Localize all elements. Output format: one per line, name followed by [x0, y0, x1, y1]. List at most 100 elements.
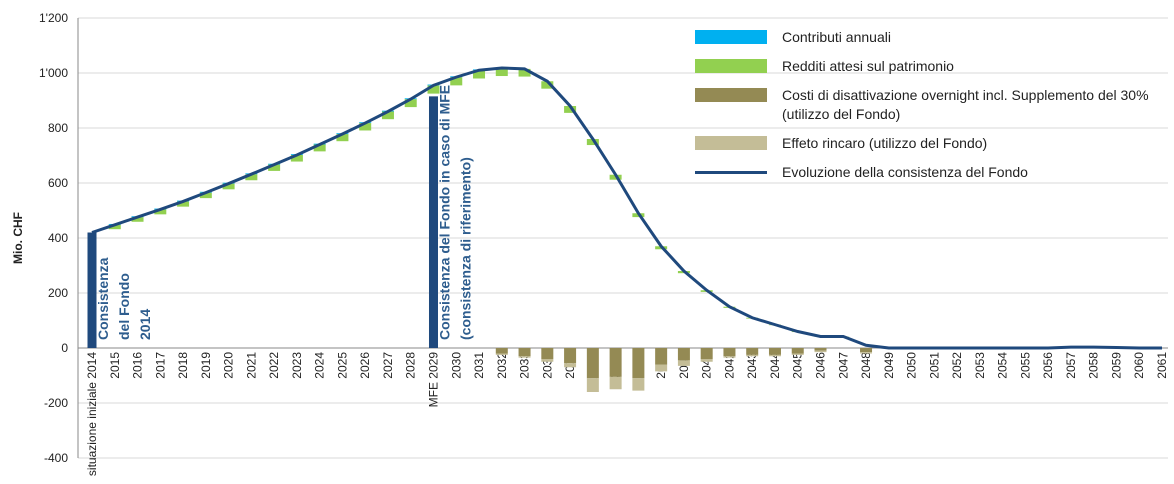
x-tick-label: 2021 [244, 352, 258, 379]
inflation-bar [518, 356, 531, 358]
annotation: del Fondo [116, 273, 132, 340]
legend-swatch [695, 30, 767, 44]
income-bar [154, 209, 167, 215]
cost-bar [791, 348, 804, 354]
x-tick-label: 2028 [404, 352, 418, 379]
income-bar [199, 192, 212, 199]
inflation-bar [860, 352, 873, 354]
x-tick-label: 2055 [1018, 352, 1032, 379]
x-tick-label: 2032 [495, 352, 509, 379]
cost-bar [518, 348, 531, 357]
x-tick-label: 2048 [859, 352, 873, 379]
y-tick-label: -200 [44, 396, 68, 410]
x-tick-label: 2057 [1064, 352, 1078, 379]
income-bar [586, 139, 599, 146]
inflation-bar [814, 350, 827, 353]
cost-bar [814, 348, 827, 351]
legend-item: Redditi attesi sul patrimonio [695, 57, 1165, 76]
x-tick-label: 2051 [927, 352, 941, 379]
x-tick-label: 2043 [745, 352, 759, 379]
x-tick-label: 2027 [381, 352, 395, 379]
inflation-bar [768, 354, 781, 357]
inflation-bar [700, 359, 713, 362]
x-tick-label: 2023 [290, 352, 304, 379]
x-tick-label: 2022 [267, 352, 281, 379]
inflation-bar [723, 356, 736, 358]
income-bar [108, 224, 121, 230]
annotation: Consistenza del Fondo in caso di MFE [436, 85, 452, 340]
x-tick-label: 2061 [1155, 352, 1169, 379]
fund-bar [428, 96, 438, 348]
y-tick-label: 1'000 [39, 66, 68, 80]
y-axis-label: Mio. CHF [11, 212, 25, 264]
inflation-bar [541, 359, 554, 362]
income-bar [290, 154, 303, 162]
income-bar [541, 81, 554, 89]
income-bar [404, 99, 417, 108]
x-tick-label: 2058 [1087, 352, 1101, 379]
income-bar [131, 217, 144, 222]
income-bar [381, 111, 394, 120]
legend-item: Evoluzione della consistenza del Fondo [695, 163, 1165, 182]
cost-bar [609, 348, 622, 377]
cost-bar [541, 348, 554, 359]
income-bar [359, 123, 372, 131]
x-tick-label: 2046 [814, 352, 828, 379]
x-tick-label: 2059 [1109, 352, 1123, 379]
cost-bar [723, 348, 736, 357]
income-bar [450, 77, 463, 86]
x-tick-label: 2015 [108, 352, 122, 379]
x-tick-label: 2044 [768, 352, 782, 379]
x-tick-label: 2060 [1132, 352, 1146, 379]
x-tick-label: 2017 [153, 352, 167, 379]
cost-bar [655, 348, 668, 365]
income-bar [427, 85, 440, 94]
legend-swatch [695, 88, 767, 102]
cost-bar [860, 348, 873, 353]
income-bar [177, 201, 190, 207]
annotation: (consistenza di riferimento) [457, 157, 473, 340]
x-tick-label: 2024 [313, 352, 327, 379]
x-tick-label: 2026 [358, 352, 372, 379]
x-tick-label: MFE 2029 [426, 352, 440, 408]
x-tick-label: 2030 [449, 352, 463, 379]
x-tick-label: situazione iniziale 2014 [85, 352, 99, 476]
x-tick-label: 2054 [996, 352, 1010, 379]
cost-bar [564, 348, 577, 364]
legend-label: Redditi attesi sul patrimonio [782, 58, 954, 74]
annotation: 2014 [137, 309, 153, 340]
legend-swatch [695, 171, 767, 174]
income-bar [518, 68, 531, 77]
x-tick-label: 2025 [335, 352, 349, 379]
x-tick-label: 2049 [882, 352, 896, 379]
x-tick-label: 2016 [131, 352, 145, 379]
income-bar [222, 183, 235, 190]
inflation-bar [632, 378, 645, 391]
y-tick-label: 1'200 [39, 11, 68, 25]
cost-bar [677, 348, 690, 361]
x-tick-label: 2020 [222, 352, 236, 379]
income-bar [268, 164, 281, 171]
legend-item: Costi di disattivazione overnight incl. … [695, 86, 1165, 124]
y-tick-label: 600 [48, 176, 68, 190]
y-tick-label: 0 [61, 341, 68, 355]
cost-bar [768, 348, 781, 355]
cost-bar [632, 348, 645, 379]
inflation-bar [495, 353, 508, 355]
x-tick-label: 2042 [722, 352, 736, 379]
income-bar [564, 106, 577, 113]
x-tick-label: 2050 [905, 352, 919, 379]
y-tick-label: 800 [48, 121, 68, 135]
legend-item: Contributi annuali [695, 28, 1165, 47]
fund-bar [87, 232, 97, 348]
income-bar [313, 144, 326, 152]
x-tick-label: 2056 [1041, 352, 1055, 379]
legend-swatch [695, 59, 767, 73]
legend: Contributi annuali Redditi attesi sul pat… [695, 28, 1165, 192]
legend-label: Costi di disattivazione overnight incl. … [782, 87, 1149, 122]
annotation: Consistenza [95, 257, 111, 340]
legend-label: Effeto rincaro (utilizzo del Fondo) [782, 135, 988, 151]
y-tick-label: 200 [48, 286, 68, 300]
